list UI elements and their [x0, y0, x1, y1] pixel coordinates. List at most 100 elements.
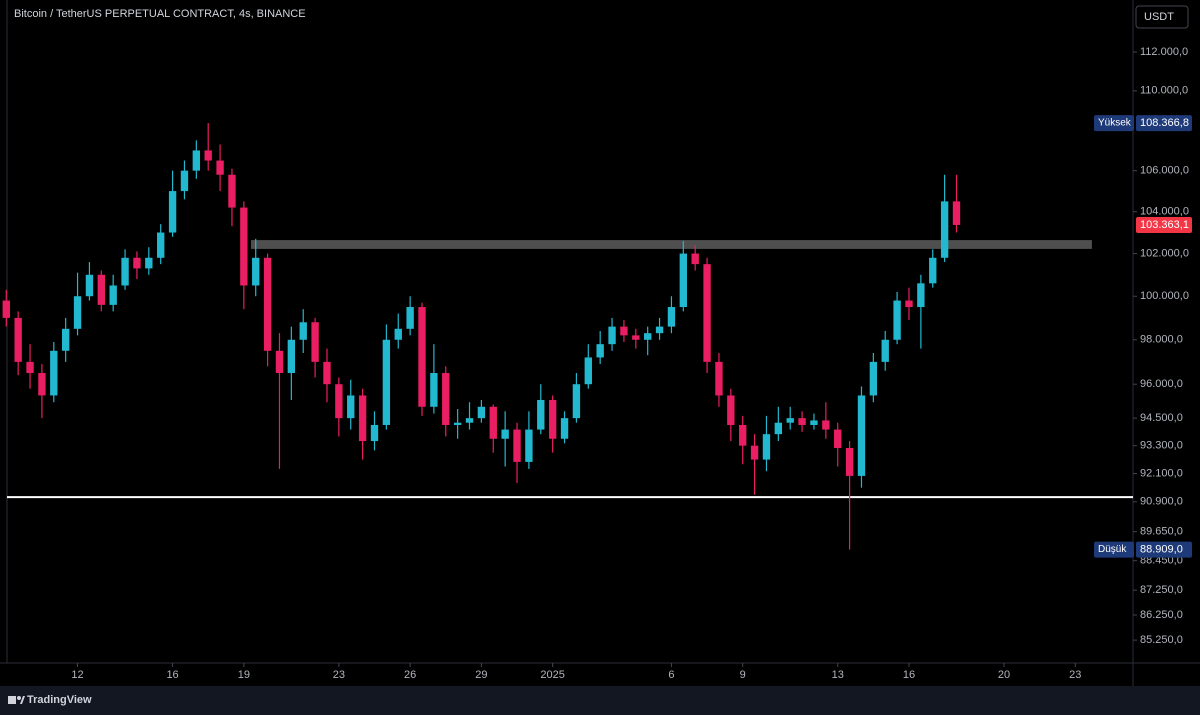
candle-body	[632, 335, 640, 340]
y-tick-label: 102.000,0	[1140, 247, 1189, 259]
candle-body	[216, 160, 224, 175]
resistance-zone	[250, 240, 1092, 249]
y-tick-label: 100.000,0	[1140, 290, 1189, 302]
price-label-value: 108.366,8	[1140, 117, 1189, 129]
price-label-value: 103.363,1	[1140, 219, 1189, 231]
brand-logo	[8, 696, 25, 704]
candle-body	[335, 384, 343, 419]
candle-body	[50, 350, 58, 396]
candle-body	[750, 445, 759, 460]
candle-body	[929, 257, 937, 284]
candle-body	[834, 429, 842, 448]
candle-body	[917, 283, 925, 308]
y-tick-label: 94.500,0	[1140, 412, 1183, 424]
candle-body	[845, 447, 854, 476]
x-tick-label: 16	[903, 669, 915, 681]
candle-body	[73, 296, 82, 329]
plot-area	[2, 123, 1133, 550]
candle-body	[513, 429, 521, 462]
candle-body	[584, 357, 592, 385]
price-label-box	[1136, 115, 1192, 132]
candle-body	[786, 418, 794, 423]
candle-body	[228, 174, 236, 208]
candle-body	[798, 418, 806, 425]
candle-body	[275, 350, 284, 374]
candle-body	[109, 285, 117, 305]
currency-label[interactable]: USDT	[1144, 11, 1174, 23]
x-tick-label: 23	[1069, 669, 1081, 681]
x-tick-label: 2025	[540, 669, 564, 681]
y-tick-label: 89.650,0	[1140, 526, 1183, 538]
x-tick-label: 12	[71, 669, 83, 681]
price-label-box	[1136, 541, 1192, 558]
candle-body	[26, 361, 34, 374]
candle-body	[489, 406, 497, 439]
candle-body	[655, 326, 664, 334]
candle-body	[430, 373, 438, 407]
candle-body	[465, 418, 474, 423]
price-label-name-box	[1094, 115, 1134, 132]
y-tick-label: 85.250,0	[1140, 634, 1183, 646]
candle-body	[370, 424, 379, 442]
candle-body	[548, 399, 557, 439]
x-tick-label: 13	[832, 669, 844, 681]
candle-body	[893, 300, 901, 340]
x-tick-label: 23	[333, 669, 345, 681]
y-tick-label: 98.000,0	[1140, 334, 1183, 346]
candle-body	[406, 307, 414, 329]
x-tick-label: 19	[238, 669, 250, 681]
candle-body	[263, 257, 272, 351]
y-tick-label: 106.000,0	[1140, 165, 1189, 177]
x-tick-label: 9	[740, 669, 746, 681]
y-tick-label: 96.000,0	[1140, 378, 1183, 390]
candle-body	[727, 395, 735, 425]
candle-body	[501, 429, 509, 439]
candle-body	[691, 253, 699, 265]
candle-body	[299, 322, 307, 340]
y-tick-label: 104.000,0	[1140, 206, 1189, 218]
candle-body	[347, 395, 355, 419]
candle-body	[38, 373, 46, 396]
candle-body	[774, 422, 783, 435]
candle-body	[14, 317, 22, 362]
candle-body	[358, 395, 367, 442]
candle-body	[679, 253, 687, 308]
price-label-name: Yüksek	[1098, 118, 1132, 129]
y-tick-label: 87.250,0	[1140, 584, 1183, 596]
candle-body	[537, 399, 545, 430]
candle-body	[525, 429, 533, 462]
candle-body	[715, 361, 723, 396]
candle-body	[940, 201, 949, 258]
candle-body	[703, 264, 711, 362]
candle-body	[394, 328, 402, 340]
candle-body	[133, 257, 141, 269]
y-tick-label: 110.000,0	[1140, 85, 1188, 97]
candle-body	[2, 300, 10, 318]
candle-body	[180, 170, 189, 192]
x-tick-label: 26	[404, 669, 416, 681]
candle-body	[157, 232, 165, 258]
candle-body	[762, 434, 771, 460]
y-tick-label: 92.100,0	[1140, 467, 1183, 479]
candle-body	[192, 150, 201, 171]
candle-body	[952, 201, 961, 225]
candle-body	[477, 406, 486, 419]
y-tick-label: 86.250,0	[1140, 609, 1183, 621]
x-tick-label: 29	[475, 669, 487, 681]
candle-body	[85, 274, 94, 297]
candle-body	[311, 322, 319, 362]
currency-button[interactable]	[1135, 5, 1189, 29]
candle-body	[810, 420, 818, 425]
candle-body	[667, 307, 676, 327]
price-label-box	[1136, 216, 1192, 233]
candle-body	[204, 150, 212, 161]
candle-body	[287, 339, 296, 374]
candle-body	[168, 191, 177, 233]
candle-body	[323, 361, 331, 385]
candle-body	[608, 326, 616, 345]
candle-body	[145, 257, 153, 269]
candle-body	[61, 328, 70, 351]
candle-body	[442, 373, 450, 425]
